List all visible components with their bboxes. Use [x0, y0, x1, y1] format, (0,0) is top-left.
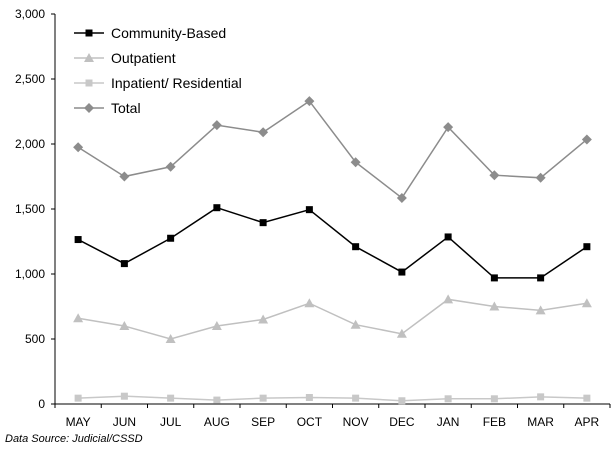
- data-point: [211, 120, 222, 131]
- legend-label: Inpatient/ Residential: [111, 75, 242, 91]
- data-point: [304, 298, 315, 308]
- series-line: [78, 298, 587, 340]
- series-0: [74, 204, 591, 282]
- data-point: [119, 171, 130, 182]
- data-point: [444, 233, 452, 241]
- x-tick-label: JUL: [160, 415, 182, 429]
- data-point: [535, 305, 546, 315]
- data-point: [305, 206, 313, 214]
- data-point: [119, 321, 130, 330]
- x-tick-label: OCT: [297, 415, 323, 429]
- y-tick-label: 2,500: [15, 72, 45, 86]
- y-tick-label: 1,000: [15, 267, 45, 281]
- x-tick-label: MAR: [527, 415, 554, 429]
- data-point: [73, 142, 84, 153]
- data-point: [490, 395, 498, 403]
- data-point: [305, 394, 313, 401]
- data-point: [167, 234, 175, 242]
- x-tick-label: JUN: [113, 415, 136, 429]
- data-source-note: Data Source: Judicial/CSSD: [5, 433, 143, 445]
- data-point: [443, 294, 454, 304]
- data-point: [120, 392, 128, 400]
- data-point: [350, 319, 361, 329]
- data-point: [490, 274, 498, 282]
- data-point: [213, 204, 221, 212]
- y-tick-label: 3,000: [15, 7, 45, 21]
- data-point: [167, 394, 175, 402]
- data-point: [259, 219, 267, 227]
- data-point: [489, 170, 500, 181]
- series-line: [77, 100, 588, 200]
- data-point: [258, 314, 269, 324]
- y-axis-ticks: 0 500 1,000 1,500 2,000 2,500 3,000: [15, 7, 55, 411]
- series-line: [78, 395, 587, 402]
- x-tick-label: APR: [575, 415, 600, 429]
- chart-legend: Community-Based Outpatient Inpatient/ Resi…: [74, 25, 242, 116]
- x-tick-label: NOV: [343, 415, 369, 429]
- data-point: [583, 243, 591, 251]
- y-tick-label: 500: [25, 332, 45, 346]
- data-point: [304, 96, 315, 107]
- data-point: [443, 122, 454, 133]
- data-point: [581, 298, 592, 308]
- series-line: [77, 206, 588, 279]
- legend-label: Outpatient: [111, 50, 176, 66]
- y-tick-label: 1,500: [15, 202, 45, 216]
- data-point: [73, 313, 84, 323]
- x-tick-label: MAY: [66, 415, 91, 429]
- data-point: [120, 260, 128, 268]
- data-point: [165, 161, 176, 172]
- data-point: [535, 172, 546, 183]
- data-point: [489, 301, 500, 311]
- x-tick-label: AUG: [204, 415, 230, 429]
- data-point: [352, 243, 360, 251]
- data-point: [396, 192, 407, 203]
- y-tick-label: 0: [38, 397, 45, 411]
- x-tick-label: SEP: [251, 415, 275, 429]
- series-2: [74, 392, 591, 405]
- data-point: [537, 393, 545, 401]
- data-point: [398, 268, 406, 276]
- data-point: [350, 157, 361, 168]
- y-tick-label: 2,000: [15, 137, 45, 151]
- legend-marker: [84, 103, 94, 113]
- legend-label: Total: [111, 100, 141, 116]
- data-point: [396, 328, 407, 338]
- data-point: [583, 394, 591, 402]
- data-point: [537, 274, 545, 282]
- chart-axes: [54, 14, 610, 405]
- legend-label: Community-Based: [111, 25, 226, 41]
- data-point: [398, 397, 406, 405]
- data-point: [352, 394, 360, 402]
- legend-marker: [85, 79, 93, 87]
- data-point: [259, 394, 267, 402]
- x-tick-label: JAN: [437, 415, 460, 429]
- data-point: [258, 127, 269, 138]
- data-point: [444, 395, 452, 403]
- data-point: [213, 396, 221, 404]
- data-point: [74, 236, 82, 244]
- legend-marker: [85, 29, 93, 37]
- legend-marker: [84, 53, 94, 62]
- series-1: [73, 294, 592, 343]
- chart-series: [73, 96, 592, 405]
- x-tick-label: DEC: [389, 415, 415, 429]
- x-tick-label: FEB: [483, 415, 506, 429]
- data-point: [581, 134, 592, 145]
- data-point: [74, 394, 82, 402]
- data-point: [211, 321, 222, 330]
- series-3: [73, 96, 592, 203]
- x-axis-ticks: MAY JUN JUL AUG SEP OCT NOV DEC JAN FEB MAR APR: [54, 404, 611, 429]
- data-point: [165, 334, 176, 343]
